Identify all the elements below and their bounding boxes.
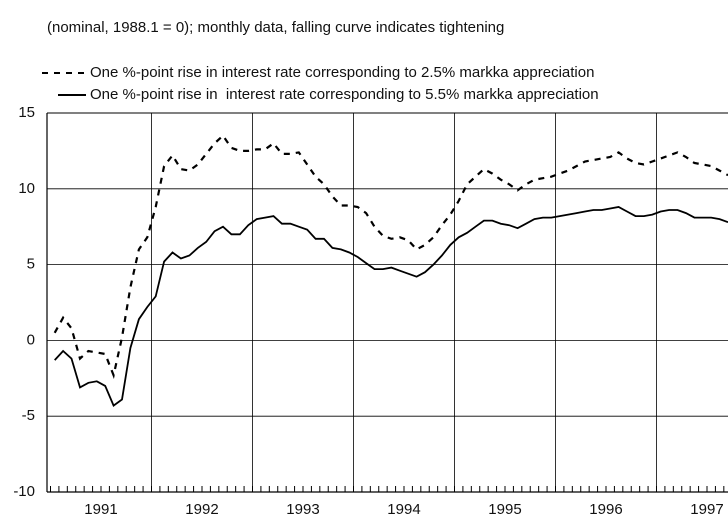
x-tick-label: 1997 — [690, 501, 723, 518]
y-tick-label: 5 — [27, 256, 35, 273]
y-tick-label: 15 — [18, 104, 35, 121]
y-tick-label: -10 — [13, 483, 35, 500]
legend-label: One %-point rise in interest rate corres… — [90, 86, 599, 103]
x-tick-label: 1993 — [286, 501, 319, 518]
x-tick-label: 1991 — [84, 501, 117, 518]
x-tick-label: 1994 — [387, 501, 420, 518]
legend-label: One %-point rise in interest rate corres… — [90, 64, 594, 81]
y-tick-label: 10 — [18, 180, 35, 197]
series-line — [53, 134, 728, 380]
series-line — [54, 206, 728, 407]
x-tick-label: 1996 — [589, 501, 622, 518]
y-tick-label: 0 — [27, 331, 35, 348]
x-tick-label: 1995 — [488, 501, 521, 518]
x-tick-label: 1992 — [185, 501, 218, 518]
y-tick-label: -5 — [22, 407, 35, 424]
chart-subtitle: (nominal, 1988.1 = 0); monthly data, fal… — [47, 19, 504, 36]
